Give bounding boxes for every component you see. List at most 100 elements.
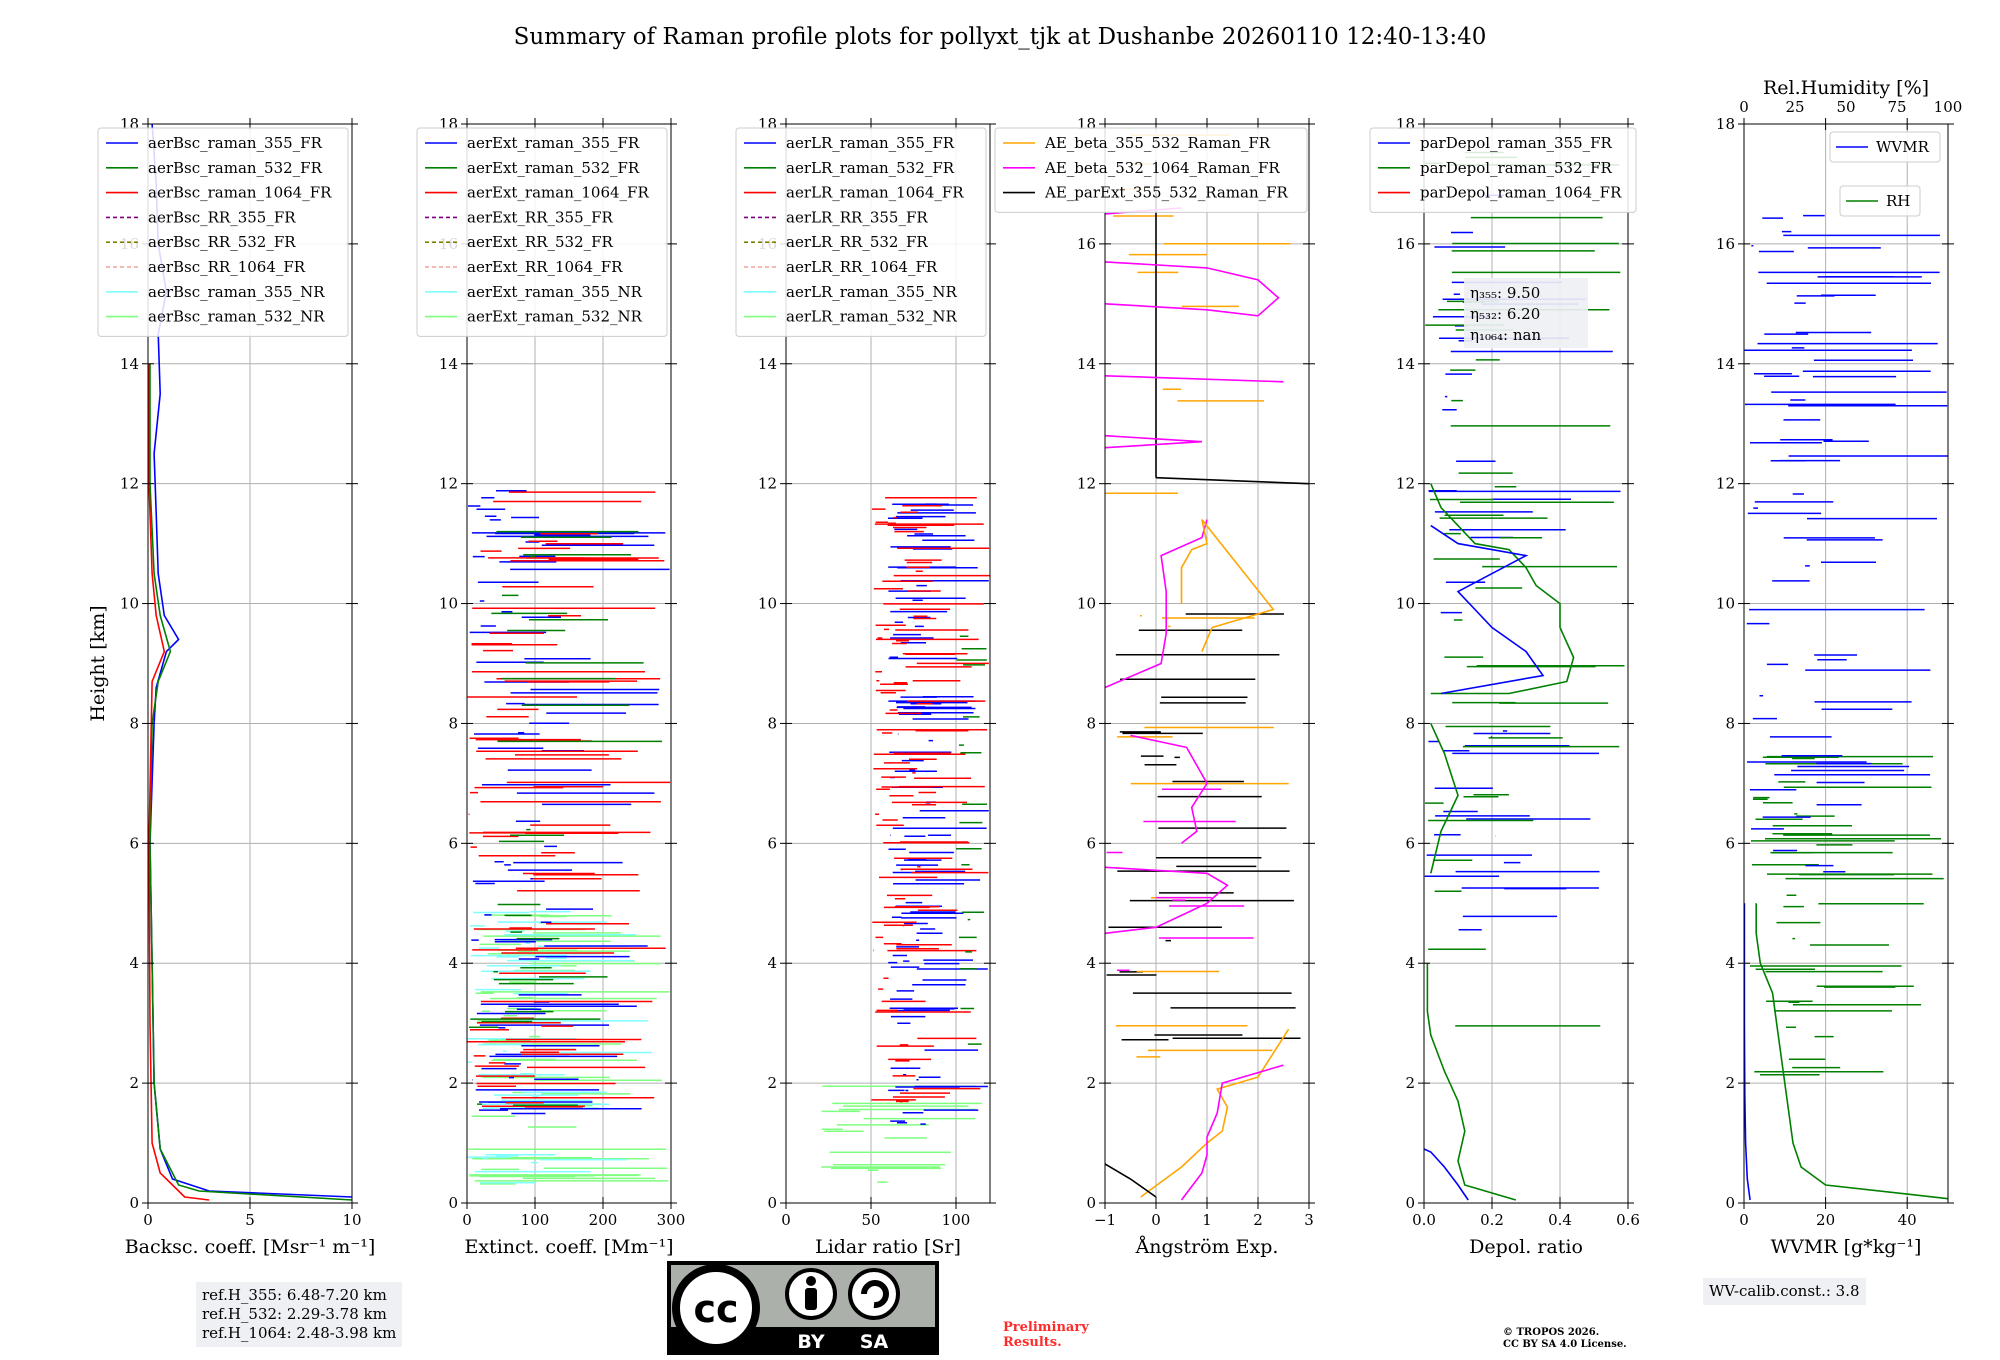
- x-tick-label: −1: [1094, 1211, 1116, 1229]
- y-tick-label: 8: [1086, 714, 1096, 732]
- legend-label-aerBsc_raman_1064_FR: aerBsc_raman_1064_FR: [148, 184, 332, 202]
- y-tick-label: 10: [439, 595, 458, 613]
- y-tick-label: 14: [439, 355, 458, 373]
- series-noise-lightgreen: [821, 1085, 982, 1183]
- cc-icon-text: cc: [693, 1287, 738, 1331]
- axes-frame: [785, 123, 991, 1204]
- preliminary-results-note: Preliminary Results.: [1003, 1320, 1089, 1350]
- axes-frame: [1423, 123, 1629, 1204]
- y-tick-label: 6: [1725, 834, 1735, 852]
- x-tick-label: 0: [462, 1211, 472, 1229]
- legend-label-aerExt_raman_355_NR: aerExt_raman_355_NR: [467, 283, 643, 301]
- series-line-WVMR: [1744, 903, 1751, 1201]
- legend-label-aerBsc_RR_532_FR: aerBsc_RR_532_FR: [148, 233, 296, 251]
- legend-box: [1839, 185, 1921, 217]
- legend-label-aerLR_raman_532_FR: aerLR_raman_532_FR: [786, 159, 955, 177]
- series-noise-magenta: [1106, 788, 1254, 971]
- series-line-AE_beta_355_532_Raman_FR: [1140, 1028, 1290, 1198]
- legend-bsc: aerBsc_raman_355_FR aerBsc_raman_532_FRae…: [97, 127, 349, 337]
- eta-value-0: η₃₅₅: 9.50: [1470, 284, 1540, 302]
- legend-label-aerExt_RR_532_FR: aerExt_RR_532_FR: [467, 233, 614, 251]
- legend-box: [416, 127, 668, 337]
- legend-label-aerLR_raman_532_NR: aerLR_raman_532_NR: [786, 308, 957, 326]
- legend-box: [1369, 127, 1637, 213]
- top-x-tick-label: 100: [1934, 98, 1963, 116]
- x-tick-label: 0: [143, 1211, 153, 1229]
- y-tick-label: 18: [1716, 115, 1735, 133]
- by-person-body: [805, 1288, 817, 1310]
- ref-height-1064: ref.H_1064: 2.48-3.98 km: [202, 1324, 397, 1342]
- x-tick-label: 50: [861, 1211, 880, 1229]
- series-line-AE_beta_532_1064_Raman_FR: [1105, 434, 1202, 449]
- series-line-AE_beta_532_1064_Raman_FR: [1180, 1064, 1284, 1201]
- panel-bsc: 0246810121416180510Backsc. coeff. [Msr⁻¹…: [87, 115, 375, 1258]
- y-tick-label: 8: [1725, 714, 1735, 732]
- figure-title: Summary of Raman profile plots for polly…: [514, 24, 1487, 50]
- x-axis-title: Depol. ratio: [1469, 1236, 1583, 1258]
- eta-box-bg: [1464, 278, 1588, 348]
- x-tick-label: 0.0: [1412, 1211, 1436, 1229]
- y-tick-label: 2: [448, 1074, 458, 1092]
- wv-calibration-constant: WV-calib.const.: 3.8: [1709, 1282, 1860, 1300]
- series-line-parDepol_raman_532_FR: [1430, 483, 1575, 695]
- x-tick-label: 3: [1304, 1211, 1314, 1229]
- series-noise-black: [1106, 613, 1301, 1041]
- x-tick-label: 2: [1253, 1211, 1263, 1229]
- x-axis-title: Backsc. coeff. [Msr⁻¹ m⁻¹]: [125, 1236, 376, 1258]
- series-line-aerBsc_raman_532_FR: [149, 363, 352, 1201]
- legend-box: [1829, 131, 1941, 163]
- eta-value-1: η₅₃₂: 6.20: [1470, 305, 1540, 323]
- series-noise-blue: [468, 490, 670, 1115]
- y-tick-label: 14: [1716, 355, 1735, 373]
- preliminary-line-1: Preliminary: [1003, 1320, 1089, 1335]
- preliminary-line-2: Results.: [1003, 1335, 1062, 1350]
- y-tick-label: 6: [767, 834, 777, 852]
- legend-label-aerExt_raman_532_FR: aerExt_raman_532_FR: [467, 159, 640, 177]
- y-tick-label: 0: [1086, 1194, 1096, 1212]
- y-tick-label: 14: [1396, 355, 1415, 373]
- y-tick-label: 0: [1405, 1194, 1415, 1212]
- series-line-parDepol_raman_355_FR: [1430, 524, 1545, 695]
- y-tick-label: 14: [120, 355, 139, 373]
- top-x-tick-label: 25: [1785, 98, 1804, 116]
- top-x-axis-title: Rel.Humidity [%]: [1763, 77, 1929, 99]
- legend-label-aerLR_raman_355_NR: aerLR_raman_355_NR: [786, 283, 957, 301]
- by-label: BY: [797, 1331, 824, 1353]
- legend-label-aerExt_raman_355_FR: aerExt_raman_355_FR: [467, 134, 640, 152]
- y-tick-label: 8: [129, 714, 139, 732]
- y-tick-label: 4: [1725, 954, 1735, 972]
- plot-area-ext: [467, 490, 671, 1185]
- x-tick-label: 40: [1898, 1211, 1917, 1229]
- panels: 0246810121416180510Backsc. coeff. [Msr⁻¹…: [87, 77, 1962, 1258]
- x-axis-title: Ångström Exp.: [1135, 1236, 1279, 1258]
- y-tick-label: 4: [767, 954, 777, 972]
- legend-label-aerBsc_raman_532_NR: aerBsc_raman_532_NR: [148, 308, 325, 326]
- plot-area-wv: [1744, 214, 1948, 1201]
- axes-frame: [1743, 123, 1949, 1204]
- legend-label-aerBsc_RR_1064_FR: aerBsc_RR_1064_FR: [148, 258, 306, 276]
- y-tick-label: 6: [448, 834, 458, 852]
- y-tick-label: 8: [767, 714, 777, 732]
- y-tick-label: 16: [1077, 235, 1096, 253]
- x-axis-title: WVMR [g*kg⁻¹]: [1771, 1236, 1922, 1258]
- series-line-AE_beta_532_1064_Raman_FR: [1105, 375, 1284, 383]
- x-tick-label: 100: [942, 1211, 971, 1229]
- series-noise-green: [468, 530, 663, 1107]
- top-x-tick-label: 75: [1887, 98, 1906, 116]
- y-tick-label: 8: [448, 714, 458, 732]
- y-tick-label: 10: [1716, 595, 1735, 613]
- legend-label-aerBsc_RR_355_FR: aerBsc_RR_355_FR: [148, 208, 296, 226]
- y-tick-label: 6: [1086, 834, 1096, 852]
- copyright-line-2: CC BY SA 4.0 License.: [1503, 1339, 1627, 1350]
- y-tick-label: 0: [767, 1194, 777, 1212]
- x-tick-label: 0: [781, 1211, 791, 1229]
- sa-arrow-icon: [861, 1280, 889, 1309]
- x-tick-label: 0.4: [1548, 1211, 1572, 1229]
- x-tick-label: 10: [342, 1211, 361, 1229]
- y-tick-label: 2: [129, 1074, 139, 1092]
- legend-label-aerLR_RR_532_FR: aerLR_RR_532_FR: [786, 233, 928, 251]
- x-tick-label: 0: [1739, 1211, 1749, 1229]
